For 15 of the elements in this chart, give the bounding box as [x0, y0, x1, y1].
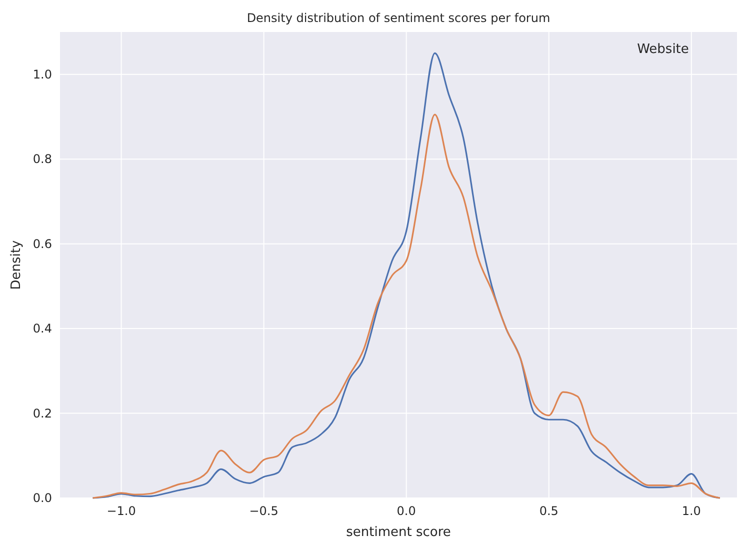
x-axis-title: sentiment score	[346, 525, 451, 540]
x-tick-label: −0.5	[249, 504, 278, 518]
x-tick-label: 1.0	[682, 504, 701, 518]
y-tick-label: 0.4	[32, 322, 52, 336]
x-tick-label: 0.0	[396, 504, 416, 518]
y-tick-label: 1.0	[32, 67, 52, 82]
chart-title: Density distribution of sentiment scores per forum	[246, 11, 550, 25]
y-tick-label: 0.6	[32, 236, 52, 251]
y-axis-title: Density	[9, 240, 24, 290]
y-tick-label: 0.8	[32, 152, 52, 166]
legend-title: Website	[637, 42, 689, 57]
y-tick-label: 0.2	[32, 406, 52, 420]
x-tick-label: 0.5	[539, 504, 558, 518]
x-tick-label: −1.0	[106, 504, 136, 518]
y-tick-label: 0.0	[32, 491, 52, 505]
